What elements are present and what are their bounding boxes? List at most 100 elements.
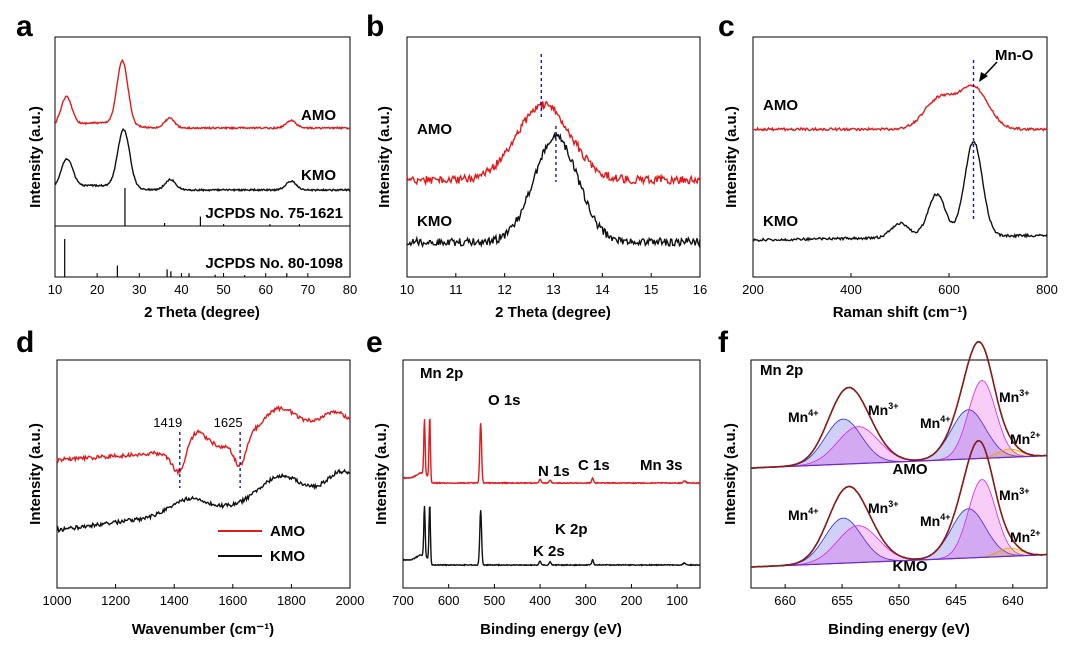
peak-label-o-1s: O 1s [488,392,521,409]
x-tick-label-d-0: 1000 [43,593,72,608]
x-tick-label-b-5: 15 [644,282,658,297]
x-tick-label-f-0: 660 [774,593,796,608]
x-tick-label-a-0: 10 [48,282,62,297]
x-axis-label-b: 2 Theta (degree) [495,304,611,321]
x-tick-label-c-0: 200 [742,282,764,297]
x-tick-label-a-6: 70 [301,282,315,297]
peak-label-c-1s: C 1s [578,457,610,474]
x-axis-label-a: 2 Theta (degree) [144,304,260,321]
x-axis-label-e: Binding energy (eV) [480,621,622,638]
x-tick-label-f-3: 645 [945,593,967,608]
series-label-c-kmo: KMO [763,213,798,230]
y-axis-label-d: Intensity (a.u.) [27,423,44,525]
y-axis-label-f: Intensity (a.u.) [722,423,739,525]
x-tick-label-b-3: 13 [546,282,560,297]
x-axis-label-f: Binding energy (eV) [828,621,970,638]
peak-label-mn-3s: Mn 3s [640,457,683,474]
series-line-e-kmo [402,505,701,567]
mn-o-label: Mn-O [995,47,1034,64]
y-axis-label-c: Intensity (a.u.) [723,106,740,208]
series-label-b-amo: AMO [417,121,452,138]
x-tick-label-d-2: 1400 [160,593,189,608]
series-label-b-kmo: KMO [417,213,452,230]
x-tick-label-c-1: 400 [840,282,862,297]
y-axis-label-a: Intensity (a.u.) [27,106,44,208]
component-label-0-3: Mn3+ [999,388,1029,405]
x-tick-label-a-2: 30 [132,282,146,297]
panel-label-e: e [366,326,383,359]
series-line-c-kmo [752,140,1048,242]
x-tick-label-b-6: 16 [693,282,707,297]
x-tick-label-e-3: 400 [529,593,551,608]
peak-label-mn-2p: Mn 2p [420,365,463,382]
x-tick-label-a-1: 20 [90,282,104,297]
x-tick-label-a-5: 60 [258,282,272,297]
y-axis-label-e: Intensity (a.u.) [373,423,390,525]
x-axis-label-d: Wavenumber (cm⁻¹) [132,621,274,638]
x-tick-label-d-1: 1200 [101,593,130,608]
y-axis-label-b: Intensity (a.u.) [376,106,393,208]
series-label-c-amo: AMO [763,97,798,114]
envelope-kmo [751,439,1047,568]
plot-frame-a [54,36,351,278]
legend-label-amo: AMO [270,523,305,540]
x-tick-label-a-7: 80 [343,282,357,297]
component-label-0-1: Mn3+ [868,401,898,418]
series-label-a-amo: AMO [301,107,336,124]
panel-label-d: d [16,326,34,359]
ref-label-80-1098: JCPDS No. 80-1098 [205,255,343,272]
x-tick-label-b-1: 11 [449,282,463,297]
x-tick-label-f-1: 655 [831,593,853,608]
series-line-d-kmo [56,468,351,534]
x-axis-label-c: Raman shift (cm⁻¹) [833,304,968,321]
x-tick-label-d-5: 2000 [336,593,365,608]
x-tick-label-d-4: 1800 [277,593,306,608]
envelope-amo [751,340,1047,469]
band-label-1625: 1625 [214,415,243,430]
component-label-0-2: Mn4+ [920,414,950,431]
x-tick-label-f-4: 640 [1002,593,1024,608]
x-tick-label-a-4: 50 [216,282,230,297]
background-kmo [751,554,1047,568]
plot-frame-c [752,36,1048,278]
mn-o-arrowhead-icon [979,72,988,82]
series-label-f-amo: AMO [893,461,928,478]
series-label-f-kmo: KMO [893,558,928,575]
series-label-a-kmo: KMO [301,167,336,184]
series-line-a-kmo [54,128,351,193]
plot-frame-d [56,359,351,589]
x-tick-label-e-4: 300 [575,593,597,608]
component-label-1-2: Mn4+ [920,512,950,529]
ref-label-75-1621: JCPDS No. 75-1621 [205,205,343,222]
x-tick-label-a-3: 40 [174,282,188,297]
peak-label-k-2p: K 2p [555,521,588,538]
component-label-0-4: Mn2+ [1010,430,1040,447]
component-label-1-1: Mn3+ [868,499,898,516]
component-label-1-0: Mn4+ [788,506,818,523]
legend-label-kmo: KMO [270,548,305,565]
peak-label-k-2s: K 2s [533,543,565,560]
x-tick-label-e-5: 200 [621,593,643,608]
x-tick-label-e-0: 700 [392,593,414,608]
x-tick-label-c-2: 600 [938,282,960,297]
component-label-1-3: Mn3+ [999,486,1029,503]
panel-label-b: b [366,10,384,43]
background-amo [751,455,1047,469]
component-label-1-4: Mn2+ [1010,528,1040,545]
series-line-e-amo [402,418,701,485]
panel-label-f: f [718,326,729,359]
x-tick-label-b-4: 14 [595,282,609,297]
panel-f-title: Mn 2p [760,362,803,379]
x-tick-label-e-2: 500 [484,593,506,608]
x-tick-label-e-1: 600 [438,593,460,608]
series-line-a-amo [54,58,351,131]
panel-label-c: c [718,10,735,43]
series-line-d-amo [56,405,351,476]
panel-label-a: a [16,10,33,43]
series-line-b-kmo [406,131,701,249]
x-tick-label-b-0: 10 [400,282,414,297]
x-tick-label-b-2: 12 [497,282,511,297]
plot-frame-e [402,359,701,589]
x-tick-label-e-6: 100 [666,593,688,608]
